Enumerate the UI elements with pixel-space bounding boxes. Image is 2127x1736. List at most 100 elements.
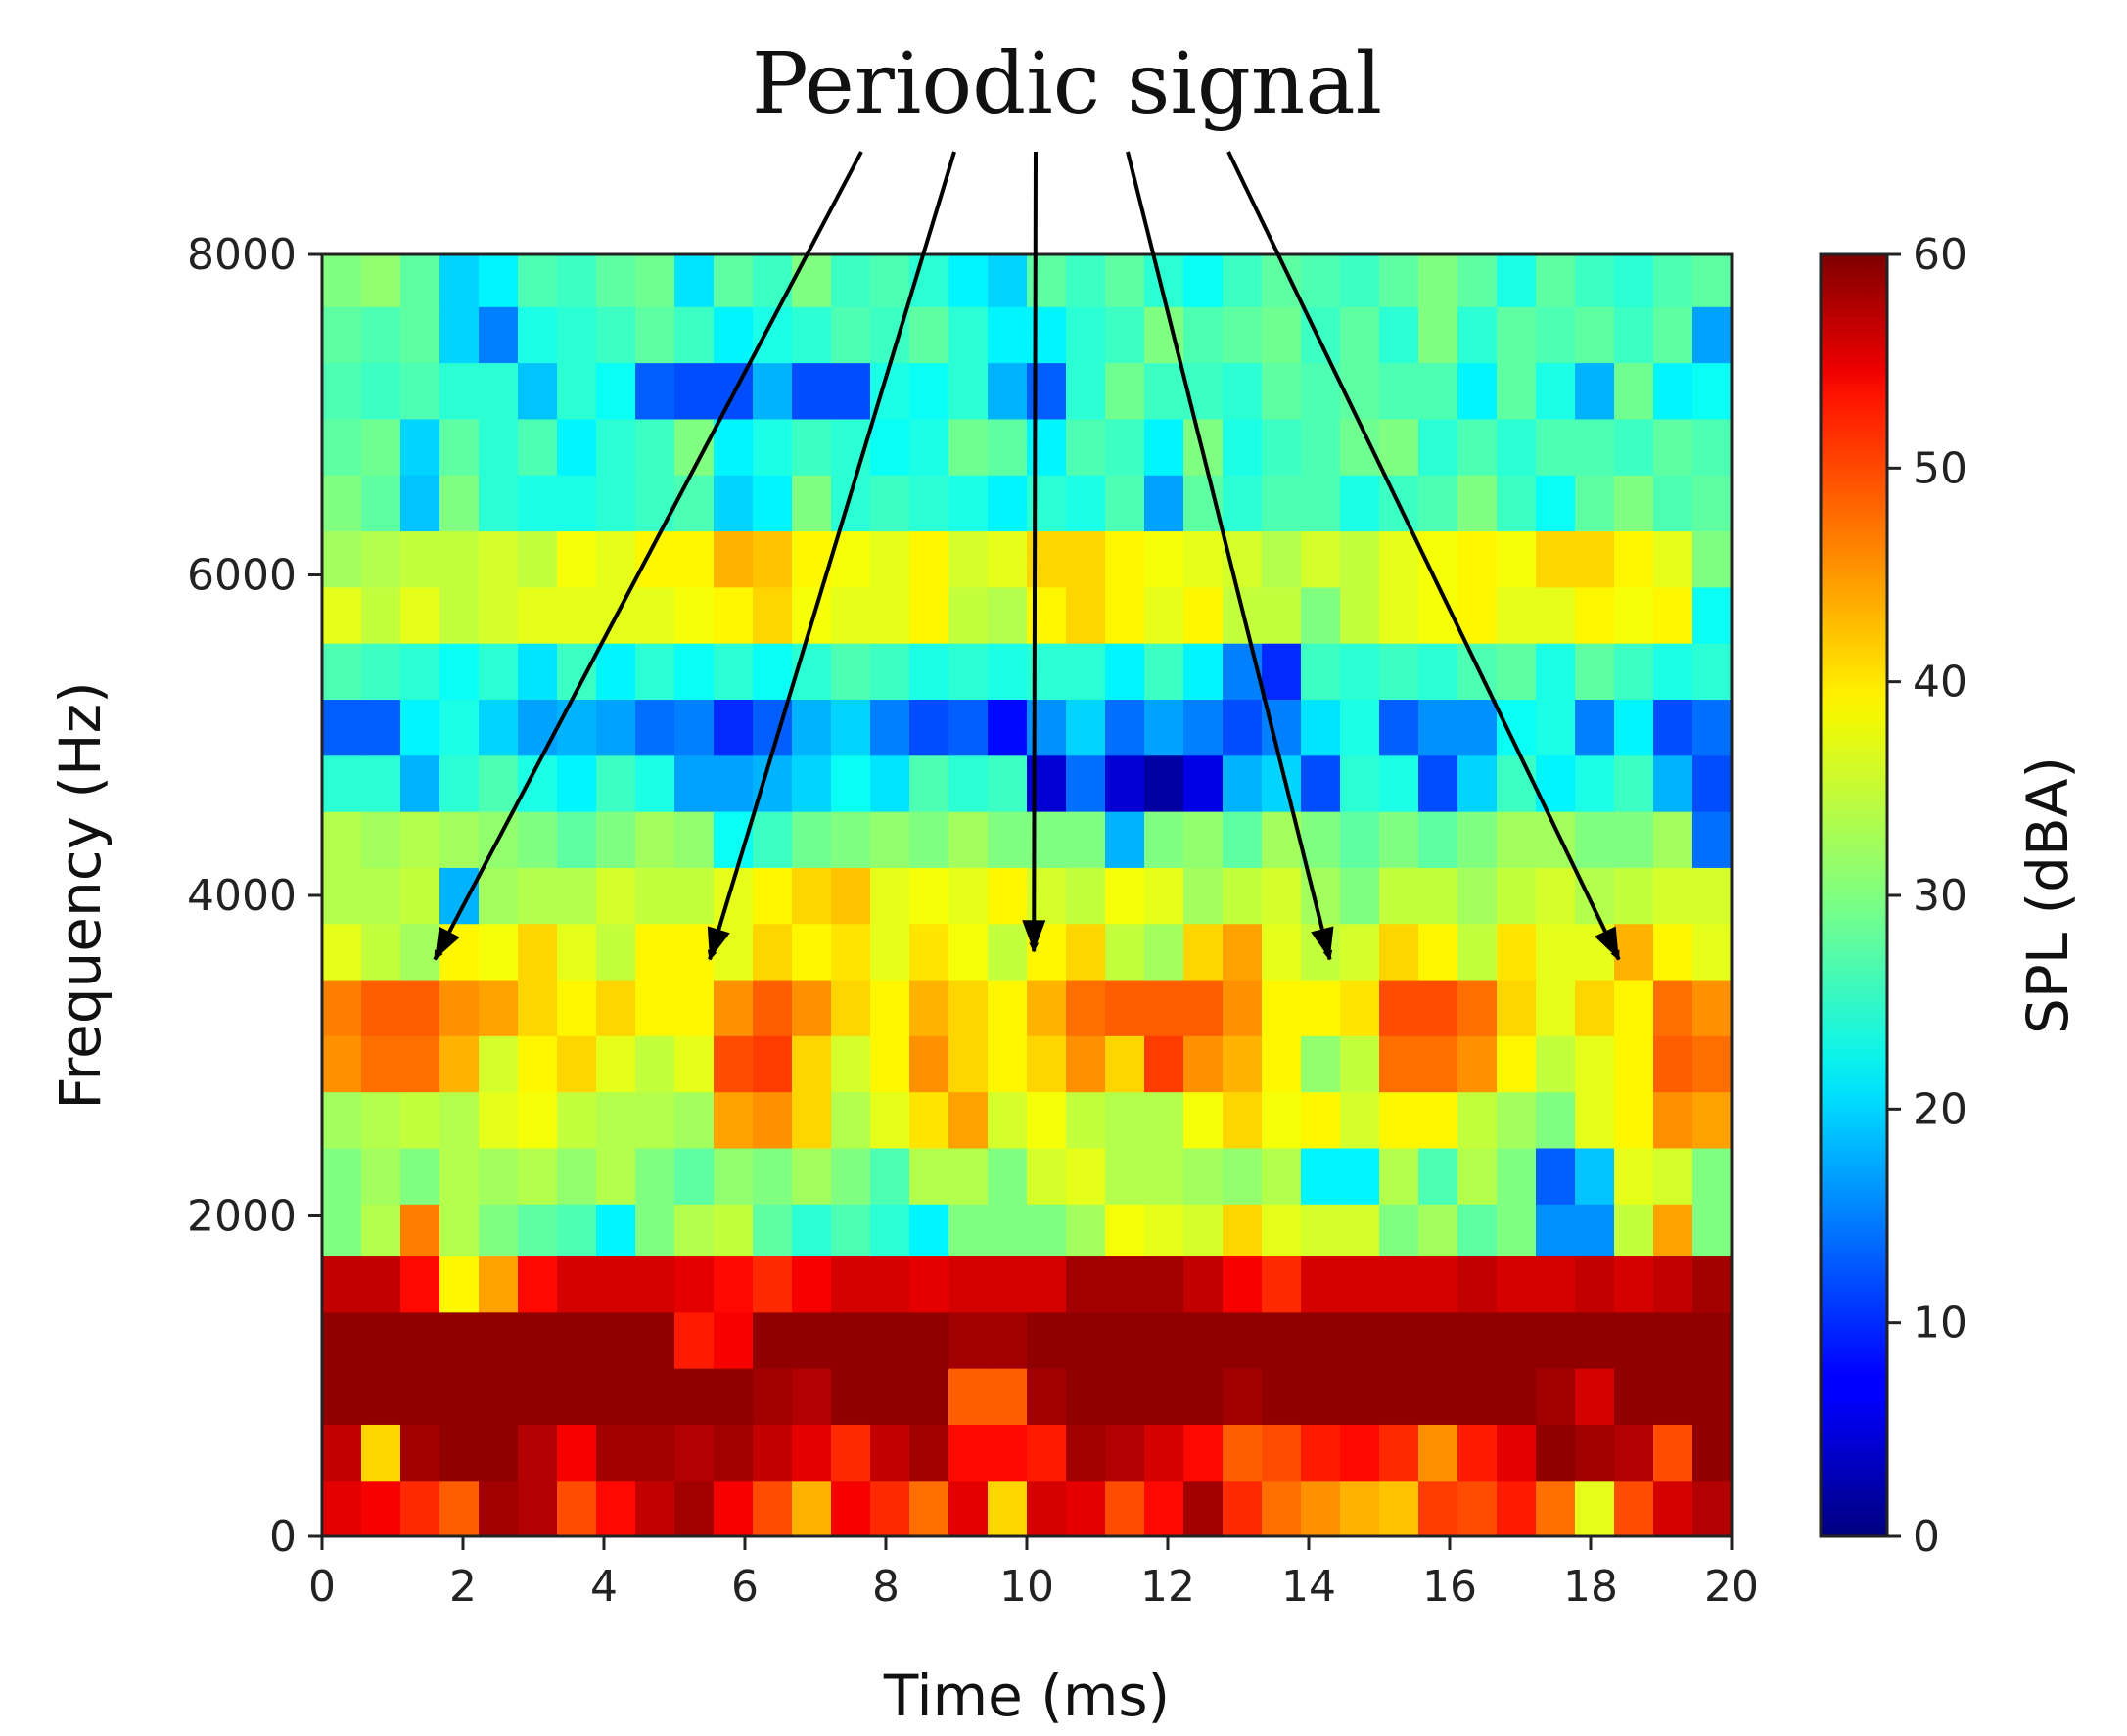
heatmap-cell <box>1497 254 1537 307</box>
heatmap-cell <box>557 1147 597 1205</box>
heatmap-cell <box>439 1424 480 1482</box>
heatmap-cell <box>1614 1204 1654 1257</box>
heatmap-cell <box>831 1204 871 1257</box>
heatmap-cell <box>1379 1035 1419 1093</box>
heatmap-cell <box>1223 254 1263 307</box>
heatmap-cell <box>518 979 558 1036</box>
heatmap-cell <box>1105 254 1145 307</box>
heatmap-cell <box>557 811 597 868</box>
heatmap-cell <box>1105 923 1145 981</box>
annotation-arrow <box>1226 151 1621 961</box>
heatmap-cell <box>557 979 597 1036</box>
heatmap-cell <box>1301 979 1341 1036</box>
heatmap-cell <box>1223 1256 1263 1313</box>
heatmap-cell <box>1653 418 1693 476</box>
heatmap-cell <box>753 1256 793 1313</box>
x-tick-label: 0 <box>308 1562 336 1612</box>
heatmap-cell <box>714 754 754 812</box>
heatmap-cell <box>635 811 675 868</box>
heatmap-cell <box>792 1256 832 1313</box>
annotation-arrow <box>1126 151 1333 961</box>
heatmap-cell <box>635 1256 675 1313</box>
heatmap-cell <box>1614 643 1654 700</box>
heatmap-cell <box>1144 867 1184 925</box>
heatmap-cell <box>948 1480 989 1537</box>
heatmap-cell <box>439 643 480 700</box>
heatmap-cell <box>1301 1147 1341 1205</box>
heatmap-cell <box>479 418 519 476</box>
heatmap-cell <box>714 979 754 1036</box>
heatmap-cell <box>518 362 558 420</box>
heatmap-cell <box>1262 923 1302 981</box>
heatmap-cell <box>635 923 675 981</box>
heatmap-cell <box>1418 1368 1458 1425</box>
heatmap-cell <box>753 254 793 307</box>
heatmap-cell <box>1457 254 1498 307</box>
heatmap-cell <box>1575 418 1615 476</box>
x-tick-label: 12 <box>1140 1562 1195 1612</box>
heatmap-cell <box>1653 1204 1693 1257</box>
heatmap-cell <box>674 699 715 756</box>
heatmap-cell <box>1418 1035 1458 1093</box>
heatmap-cell <box>1105 1311 1145 1369</box>
heatmap-cell <box>1183 362 1224 420</box>
heatmap-cell <box>792 1368 832 1425</box>
heatmap-cell <box>400 1480 440 1537</box>
heatmap-cell <box>1183 643 1224 700</box>
heatmap-cell <box>948 1091 989 1149</box>
heatmap-cell <box>674 306 715 364</box>
heatmap-cell <box>635 586 675 644</box>
heatmap-cell <box>1105 1256 1145 1313</box>
heatmap-cell <box>596 1091 636 1149</box>
heatmap-cell <box>1262 1368 1302 1425</box>
heatmap-cell <box>1692 754 1733 812</box>
heatmap-cell <box>831 643 871 700</box>
heatmap-cell <box>400 306 440 364</box>
heatmap-cell <box>870 586 910 644</box>
heatmap-cell <box>1223 362 1263 420</box>
heatmap-cell <box>439 254 480 307</box>
heatmap-cell <box>1653 1256 1693 1313</box>
heatmap-cell <box>1457 1480 1498 1537</box>
heatmap-cell <box>1457 306 1498 364</box>
heatmap-cell <box>1066 1256 1106 1313</box>
heatmap-cell <box>1497 1147 1537 1205</box>
heatmap-cell <box>753 586 793 644</box>
heatmap-cell <box>1614 1035 1654 1093</box>
heatmap-cell <box>635 1480 675 1537</box>
heatmap-cell <box>1457 1256 1498 1313</box>
heatmap-cell <box>1379 1204 1419 1257</box>
heatmap-cell <box>870 867 910 925</box>
heatmap-cell <box>1614 754 1654 812</box>
colorbar-axis: 0 10 20 30 40 50 60 <box>1887 230 1967 1562</box>
heatmap-cell <box>831 923 871 981</box>
heatmap-cell <box>753 1368 793 1425</box>
heatmap-cell <box>1066 1091 1106 1149</box>
heatmap-cell <box>1183 754 1224 812</box>
heatmap-cell <box>714 530 754 588</box>
heatmap-cell <box>322 1424 362 1482</box>
heatmap-cell <box>1105 1147 1145 1205</box>
heatmap-cell <box>596 1204 636 1257</box>
heatmap-cell <box>948 699 989 756</box>
heatmap-cell <box>1027 1256 1067 1313</box>
heatmap-cell <box>1223 1424 1263 1482</box>
heatmap-cell <box>400 418 440 476</box>
heatmap-cell <box>1301 699 1341 756</box>
heatmap-cell <box>948 643 989 700</box>
heatmap-cell <box>1144 1368 1184 1425</box>
y-tick-label: 8000 <box>187 230 297 280</box>
heatmap-cell <box>557 923 597 981</box>
heatmap-cell <box>1653 699 1693 756</box>
heatmap-cell <box>518 699 558 756</box>
heatmap-cell <box>596 1256 636 1313</box>
heatmap-cell <box>439 530 480 588</box>
heatmap-cell <box>1183 923 1224 981</box>
y-axis-title: Frequency (Hz) <box>47 681 114 1109</box>
heatmap-cell <box>1223 699 1263 756</box>
heatmap-cell <box>1262 1480 1302 1537</box>
heatmap-cell <box>1575 1424 1615 1482</box>
heatmap-cell <box>322 1480 362 1537</box>
heatmap-cell <box>948 1424 989 1482</box>
heatmap-cell <box>909 475 949 532</box>
